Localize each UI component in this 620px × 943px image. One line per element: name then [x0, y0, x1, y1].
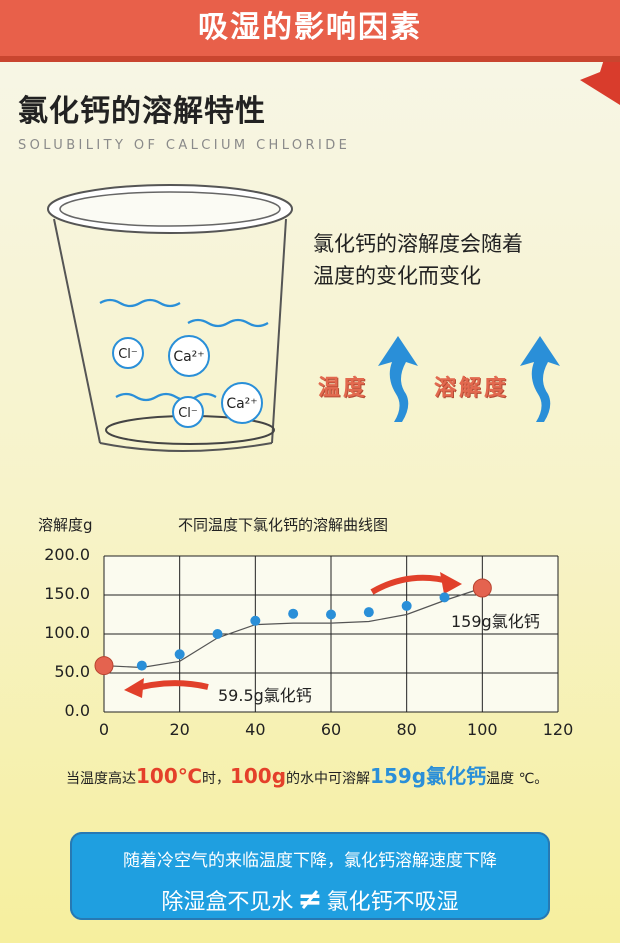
note-text: 时，: [201, 771, 230, 787]
y-tick-label: 200.0: [44, 545, 90, 564]
y-tick-label: 150.0: [44, 584, 90, 603]
x-tick-label: 40: [245, 720, 266, 739]
x-tick-label: 0: [98, 720, 110, 739]
section-subtitle: SOLUBILITY OF CALCIUM CHLORIDE: [18, 138, 351, 153]
callout-box: 随着冷空气的来临温度下降，氯化钙溶解速度下降 除湿盒不见水 ≠ 氯化钙不吸湿: [70, 832, 550, 920]
note-water: 100g: [229, 764, 287, 788]
arrow-right-head: [440, 572, 462, 594]
beaker-opening: [59, 191, 281, 227]
x-tick-label: 60: [320, 720, 342, 739]
highlight-point: [472, 578, 492, 598]
water-wave: [99, 298, 181, 308]
note: 当温度高达100℃时，100g的水中可溶解159g氯化钙温度 ℃。: [66, 760, 548, 789]
note-text: 当温度高达: [66, 771, 136, 787]
note-temperature: 100℃: [136, 764, 202, 788]
data-point: [174, 649, 185, 660]
description: 氯化钙的溶解度会随着 温度的变化而变化: [313, 228, 603, 292]
chart-y-axis-label: 溶解度g: [38, 516, 93, 534]
section-title: 氯化钙的溶解特性: [18, 94, 266, 129]
callout-line-1: 随着冷空气的来临温度下降，氯化钙溶解速度下降: [123, 851, 497, 871]
note-amount: 159g氯化钙: [370, 764, 487, 788]
temperature-label: 温度: [318, 376, 369, 401]
data-point: [212, 629, 223, 639]
solubility-label: 溶解度: [434, 376, 510, 401]
banner-background: [0, 0, 620, 56]
solubility-curve: [103, 587, 483, 669]
ion-circle: [112, 337, 144, 369]
water-wave: [187, 318, 269, 328]
not-equal-icon: ≠: [297, 882, 323, 917]
chart-arrows: [124, 572, 462, 698]
chart-points: [94, 578, 492, 676]
beaker-illustration: Cl⁻ Ca²⁺ Ca²⁺ Cl⁻: [47, 184, 293, 452]
y-tick-label: 50.0: [54, 662, 90, 681]
data-point: [439, 592, 450, 603]
ion-label: Ca²⁺: [226, 396, 257, 412]
water-wave: [115, 392, 217, 402]
up-arrow-icon: [378, 336, 418, 422]
callout-line-2: 除湿盒不见水 ≠ 氯化钙不吸湿: [70, 882, 550, 917]
banner: [0, 0, 620, 105]
x-tick-label: 80: [396, 720, 417, 739]
data-point: [250, 615, 261, 626]
ion-circle: [221, 382, 263, 424]
ion-label: Cl⁻: [178, 406, 198, 421]
description-line-1: 氯化钙的溶解度会随着: [313, 232, 523, 256]
ion-circle: [168, 335, 210, 377]
highlight-point: [94, 656, 114, 676]
y-tick-label: 0.0: [64, 701, 90, 720]
note-text: 温度 ℃。: [486, 771, 549, 787]
x-tick-label: 20: [169, 720, 190, 739]
data-point: [288, 608, 299, 619]
callout-right: 氯化钙不吸湿: [326, 890, 459, 915]
beaker-base: [99, 442, 273, 452]
beaker-wall: [53, 218, 287, 444]
data-point: [136, 660, 147, 671]
banner-title: 吸湿的影响因素: [198, 10, 422, 45]
chart-title: 不同温度下氯化钙的溶解曲线图: [178, 516, 389, 534]
annotation-high: 159g氯化钙: [451, 612, 540, 631]
callout-left: 除湿盒不见水: [161, 890, 294, 915]
note-text: 的水中可溶解: [286, 771, 371, 787]
solubility-chart: [94, 555, 559, 713]
data-point: [401, 600, 412, 611]
data-point: [363, 607, 374, 618]
description-line-2: 温度的变化而变化: [313, 264, 481, 288]
banner-edge: [0, 56, 620, 62]
up-arrow-icon: [520, 336, 560, 422]
ion-label: Ca²⁺: [173, 349, 204, 365]
x-tick-label: 100: [467, 720, 498, 739]
x-tick-label: 120: [542, 720, 574, 739]
annotation-low: 59.5g氯化钙: [218, 686, 312, 705]
chart-grid: [103, 555, 559, 713]
arrow-left-head: [124, 678, 144, 698]
ion-circle: [172, 396, 204, 428]
y-tick-label: 100.0: [44, 623, 90, 642]
ion-label: Cl⁻: [118, 347, 138, 362]
data-point: [326, 609, 336, 620]
